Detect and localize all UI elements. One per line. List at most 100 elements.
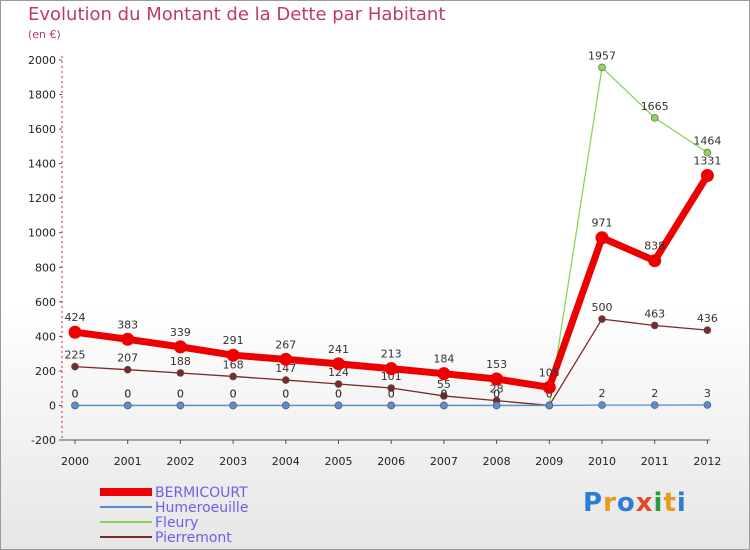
logo-letter: x (635, 488, 654, 518)
data-point-pierremont (387, 384, 396, 392)
logo-letter: t (663, 488, 677, 518)
data-point-bermicourt (490, 372, 504, 386)
data-point-bermicourt (226, 348, 240, 362)
data-label-bermicourt: 241 (328, 343, 349, 356)
data-label-humeroeuille: 0 (72, 387, 79, 400)
x-tick-label: 2006 (377, 455, 405, 468)
data-label-humeroeuille: 2 (651, 387, 658, 400)
data-point-humeroeuille (334, 401, 343, 410)
data-label-humeroeuille: 0 (546, 387, 553, 400)
x-tick-label: 2004 (272, 455, 300, 468)
data-label-bermicourt: 105 (539, 366, 560, 379)
logo-letter: r (603, 488, 617, 518)
data-point-bermicourt (384, 362, 398, 376)
data-point-humeroeuille (545, 401, 554, 410)
data-label-pierremont: 225 (65, 349, 86, 362)
data-point-pierremont (71, 362, 79, 371)
y-tick-label: 1000 (28, 227, 56, 240)
x-tick-label: 2002 (166, 455, 194, 468)
data-label-fleury: 0 (440, 387, 447, 400)
x-tick-label: 2010 (588, 455, 616, 468)
data-label-humeroeuille: 0 (282, 387, 289, 400)
data-point-humeroeuille (440, 401, 448, 410)
data-label-bermicourt: 153 (486, 358, 507, 371)
data-point-pierremont (334, 380, 343, 388)
data-point-bermicourt (648, 254, 662, 268)
data-point-fleury (650, 114, 659, 122)
data-label-bermicourt: 291 (223, 334, 244, 347)
data-label-pierremont: 101 (381, 370, 402, 383)
data-point-humeroeuille (492, 401, 501, 410)
y-tick-label: 1600 (28, 123, 56, 136)
data-label-fleury: 0 (388, 387, 395, 400)
data-label-bermicourt: 424 (65, 311, 86, 324)
data-point-bermicourt (121, 332, 135, 346)
data-point-humeroeuille (281, 401, 290, 410)
data-point-pierremont (598, 315, 606, 323)
data-label-bermicourt: 1331 (693, 155, 721, 168)
data-label-fleury: 0 (335, 387, 342, 400)
data-label-humeroeuille: 2 (599, 387, 606, 400)
logo-letter: P (583, 488, 604, 518)
x-tick-label: 2011 (641, 455, 669, 468)
x-tick-label: 2009 (535, 455, 563, 468)
data-label-fleury: 0 (124, 387, 131, 400)
logo-letter: i (676, 488, 687, 518)
data-label-humeroeuille: 0 (335, 387, 342, 400)
data-point-bermicourt (542, 380, 556, 394)
y-tick-label: 1200 (28, 192, 56, 205)
data-point-bermicourt (700, 169, 714, 183)
data-point-humeroeuille (703, 401, 712, 409)
data-label-fleury: 0 (230, 387, 237, 400)
data-point-humeroeuille (650, 401, 659, 409)
data-label-bermicourt: 838 (644, 240, 665, 253)
data-label-pierremont: 463 (644, 307, 665, 320)
data-label-bermicourt: 267 (275, 338, 296, 351)
y-tick-label: 200 (35, 365, 56, 378)
data-label-pierremont: 147 (275, 362, 296, 375)
x-tick-label: 2000 (61, 455, 89, 468)
x-tick-label: 2001 (114, 455, 142, 468)
data-label-pierremont: 0 (546, 387, 553, 400)
data-point-humeroeuille (176, 401, 185, 410)
data-label-humeroeuille: 0 (124, 387, 131, 400)
y-tick-label: 1400 (28, 158, 56, 171)
data-label-fleury: 0 (282, 387, 289, 400)
data-label-humeroeuille: 3 (704, 387, 711, 400)
legend-label-pierremont: Pierremont (155, 530, 232, 546)
data-point-pierremont (703, 326, 712, 334)
data-label-humeroeuille: 0 (388, 387, 395, 400)
x-tick-label: 2003 (219, 455, 247, 468)
data-point-pierremont (440, 392, 448, 400)
data-label-bermicourt: 383 (117, 318, 138, 331)
data-label-humeroeuille: 0 (177, 387, 184, 400)
y-tick-label: 0 (49, 399, 56, 412)
data-label-bermicourt: 339 (170, 326, 191, 339)
data-point-bermicourt (279, 352, 293, 366)
y-tick-label: 1800 (28, 89, 56, 102)
data-point-fleury (703, 148, 712, 157)
data-point-bermicourt (595, 231, 609, 245)
data-point-humeroeuille (387, 401, 396, 410)
logo-letter: i (653, 488, 664, 518)
data-point-pierremont (650, 321, 659, 330)
chart-title: Evolution du Montant de la Dette par Hab… (28, 4, 446, 25)
data-label-bermicourt: 213 (381, 348, 402, 361)
data-label-pierremont: 28 (490, 383, 504, 396)
data-point-bermicourt (68, 325, 82, 339)
y-tick-label: 600 (35, 296, 56, 309)
data-point-bermicourt (173, 340, 187, 354)
proxiti-logo: Proxiti (583, 488, 687, 518)
data-label-humeroeuille: 0 (440, 387, 447, 400)
data-label-pierremont: 55 (437, 378, 451, 391)
data-label-pierremont: 168 (223, 358, 244, 371)
chart-unit-label: (en €) (28, 28, 61, 41)
logo-letter: o (616, 488, 636, 518)
data-label-humeroeuille: 0 (230, 387, 237, 400)
data-label-fleury: 1957 (588, 49, 616, 62)
data-label-fleury: 0 (177, 387, 184, 400)
legend-label-humeroeuille: Humeroeuille (155, 500, 248, 516)
y-tick-label: 400 (35, 330, 56, 343)
data-label-fleury: 0 (72, 387, 79, 400)
